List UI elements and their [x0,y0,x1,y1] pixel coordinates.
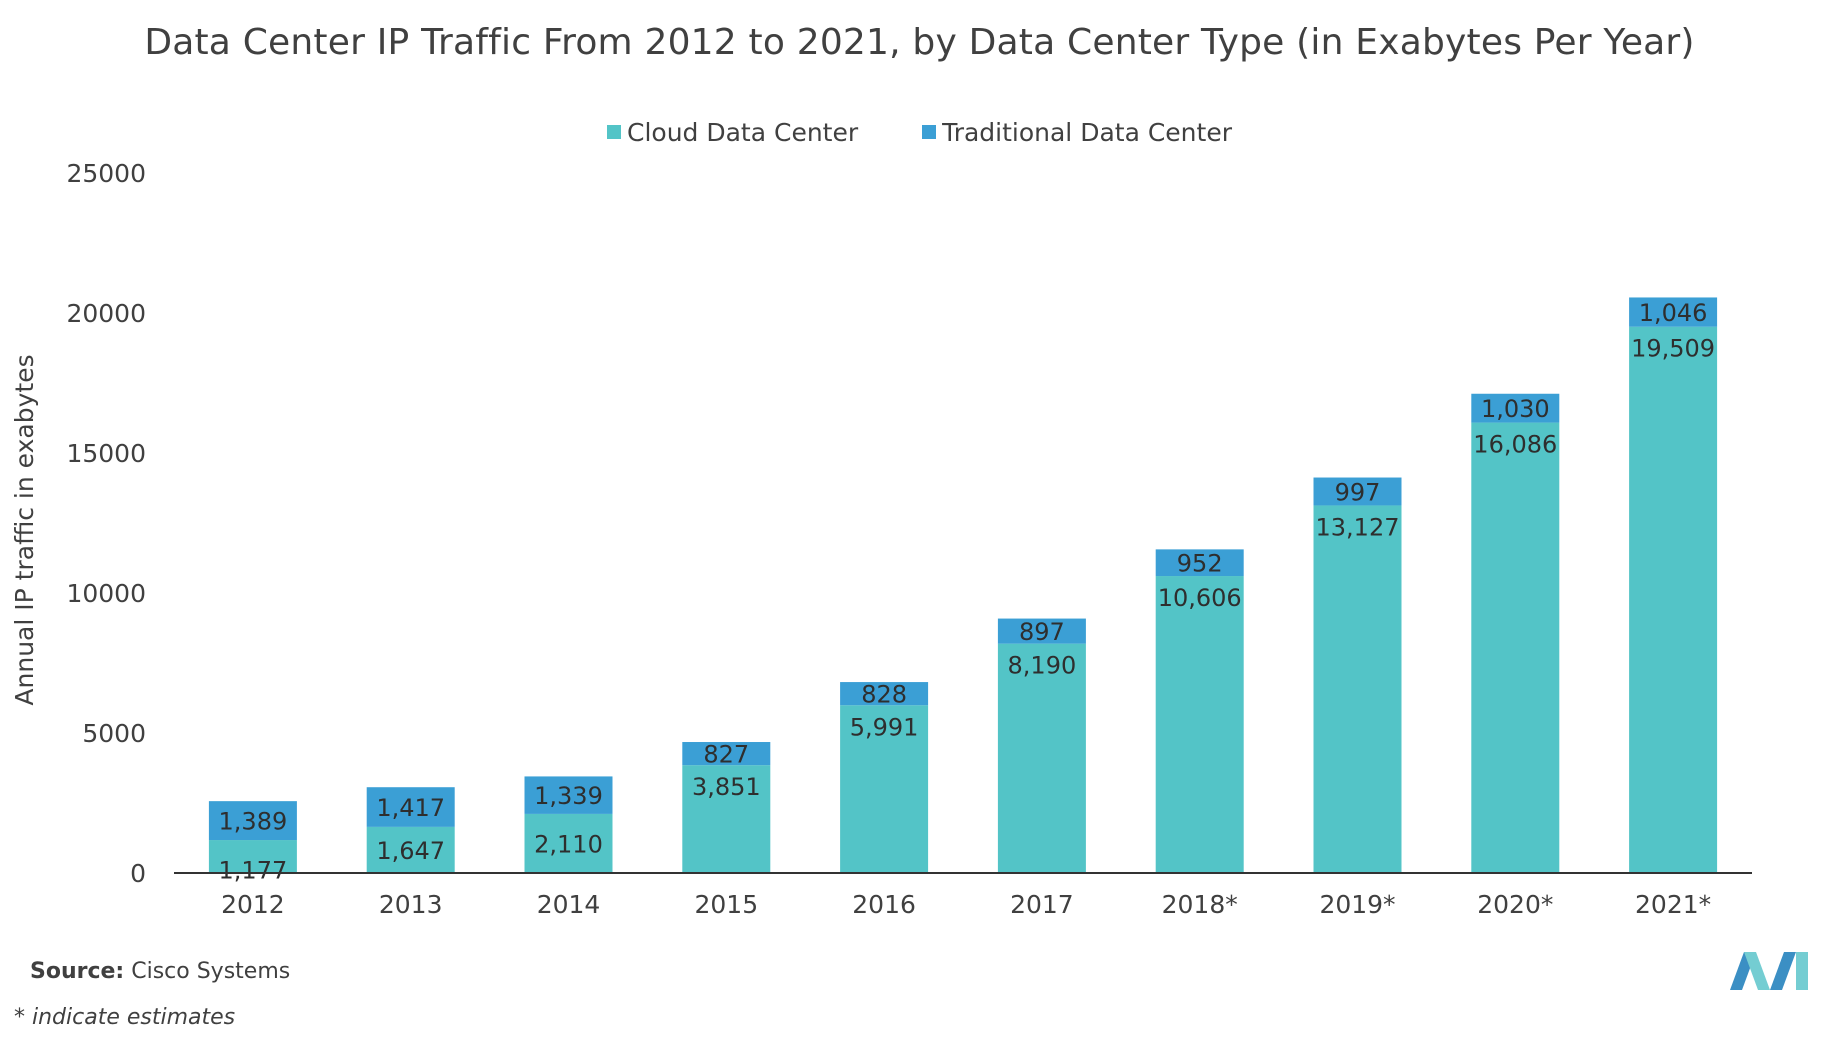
bar-cloud-data-center [1313,505,1402,873]
data-label-cloud: 10,606 [1158,584,1242,612]
data-label-traditional: 1,417 [376,794,445,822]
x-tick-label: 2018* [1162,890,1238,919]
data-label-traditional: 1,339 [534,782,603,810]
data-label-traditional: 1,030 [1481,395,1550,423]
chart-title: Data Center IP Traffic From 2012 to 2021… [144,22,1695,63]
x-tick-label: 2016 [852,890,916,919]
legend-label-cloud: Cloud Data Center [627,117,859,147]
bar-cloud-data-center [1629,326,1718,873]
bar-traditional-data-center [524,776,613,814]
bar-traditional-data-center [1155,549,1244,577]
brand-logo [1730,952,1808,990]
legend-swatch-traditional [922,125,937,139]
bar-traditional-data-center [997,618,1086,644]
source-label: Source: [30,959,125,984]
y-tick-label: 15000 [66,439,146,468]
y-tick-label: 0 [130,859,146,888]
bar-traditional-data-center [1629,297,1718,327]
y-tick-label: 10000 [66,579,146,608]
x-tick-label: 2015 [694,890,758,919]
data-label-traditional: 1,389 [219,808,288,836]
x-tick-label: 2020* [1477,890,1553,919]
legend-item-traditional: Traditional Data Center [922,118,1232,147]
x-tick-label: 2017 [1010,890,1074,919]
data-label-cloud: 13,127 [1316,513,1400,541]
stacked-bar-chart: 0 5000 10000 15000 20000 25000 Annual IP traf… [10,159,1752,919]
legend-label-traditional: Traditional Data Center [942,117,1232,147]
x-tick-label: 2012 [221,890,285,919]
y-axis-label: Annual IP traffic in exabytes [10,354,39,705]
bar-traditional-data-center [840,682,929,706]
y-tick-label: 20000 [66,299,146,328]
data-label-cloud: 2,110 [534,830,603,858]
source-value: Cisco Systems [131,959,291,984]
legend: Cloud Data Center Traditional Data Cente… [0,116,1839,147]
x-axis-ticks: 2012 2013 2014 2015 2016 2017 2018* 2019* 2020* 2… [221,890,1711,919]
data-label-traditional: 897 [1019,618,1065,646]
data-label-traditional: 828 [861,681,907,709]
legend-item-cloud: Cloud Data Center [607,118,858,147]
bar-cloud-data-center [524,813,613,873]
bar-cloud-data-center [366,826,455,873]
bar-cloud-data-center [997,643,1086,873]
x-tick-label: 2021* [1635,890,1711,919]
bar-cloud-data-center [208,840,297,873]
data-label-cloud: 5,991 [850,713,919,741]
data-label-traditional: 997 [1335,478,1381,506]
data-label-cloud: 1,647 [376,837,445,865]
bar-cloud-data-center [1155,576,1244,873]
data-label-cloud: 16,086 [1473,431,1557,459]
data-label-traditional: 1,046 [1639,299,1708,327]
bar-cloud-data-center [1471,422,1560,873]
bar-cloud-data-center [840,705,929,873]
source-note: Source: Cisco Systems [30,959,290,984]
x-tick-label: 2013 [379,890,443,919]
y-axis-ticks: 0 5000 10000 15000 20000 25000 [66,159,146,888]
data-label-cloud: 19,509 [1631,335,1715,363]
data-label-traditional: 827 [703,741,749,769]
bar-traditional-data-center [1471,393,1560,423]
estimate-note: * indicate estimates [14,1005,236,1030]
data-label-cloud: 8,190 [1008,652,1077,680]
x-tick-label: 2014 [537,890,601,919]
legend-swatch-cloud [607,125,621,139]
y-tick-label: 5000 [82,719,146,748]
bar-traditional-data-center [1313,477,1402,506]
y-tick-label: 25000 [66,159,146,188]
data-label-cloud: 3,851 [692,773,761,801]
data-label-cloud: 1,177 [219,857,288,885]
bars: 1,389 1,177 1,417 1,647 1,339 2,110 827 3,851 82… [208,297,1718,885]
bar-traditional-data-center [208,801,297,841]
data-label-traditional: 952 [1177,550,1223,578]
x-tick-label: 2019* [1319,890,1395,919]
bar-traditional-data-center [366,787,455,827]
bar-traditional-data-center [682,742,771,766]
bar-cloud-data-center [682,765,771,873]
